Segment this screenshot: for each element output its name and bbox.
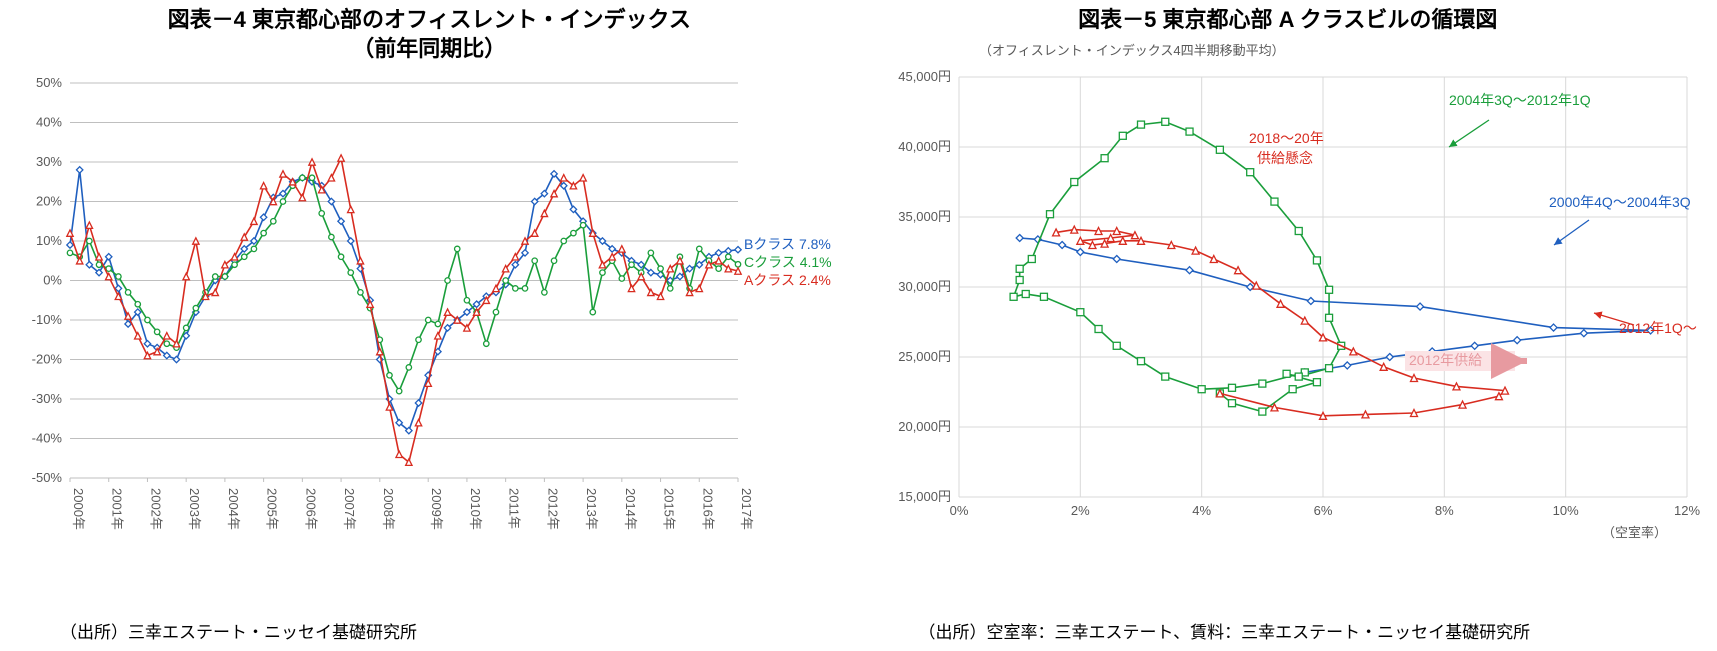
svg-text:2009年: 2009年 [429, 488, 444, 530]
right-chart: （オフィスレント・インデックス4四半期移動平均） 15,000円 20,000円 25… [859, 35, 1717, 555]
svg-text:2013年: 2013年 [584, 488, 599, 530]
svg-text:（オフィスレント・インデックス4四半期移動平均）: （オフィスレント・インデックス4四半期移動平均） [979, 43, 1285, 58]
svg-text:2012年: 2012年 [545, 488, 560, 530]
svg-text:2015年: 2015年 [662, 488, 677, 530]
svg-text:30%: 30% [36, 154, 62, 169]
svg-text:50%: 50% [36, 75, 62, 90]
svg-text:2005年: 2005年 [265, 488, 280, 530]
svg-text:2004年: 2004年 [226, 488, 241, 530]
svg-text:-30%: -30% [32, 391, 63, 406]
left-title-line1: 図表－4 東京都心部のオフィスレント・インデックス [168, 7, 691, 32]
svg-text:2%: 2% [1070, 503, 1089, 518]
svg-text:35,000円: 35,000円 [898, 209, 951, 224]
svg-text:2001年: 2001年 [110, 488, 125, 530]
svg-text:4%: 4% [1192, 503, 1211, 518]
svg-text:45,000円: 45,000円 [898, 69, 951, 84]
svg-text:20,000円: 20,000円 [898, 419, 951, 434]
svg-text:2014年: 2014年 [623, 488, 638, 530]
svg-text:0%: 0% [949, 503, 968, 518]
svg-text:Aクラス 2.4%: Aクラス 2.4% [744, 272, 831, 288]
svg-text:2002年: 2002年 [148, 488, 163, 530]
svg-text:12%: 12% [1673, 503, 1699, 518]
svg-text:2004年3Q～2012年1Q: 2004年3Q～2012年1Q [1449, 92, 1591, 108]
svg-text:2016年: 2016年 [700, 488, 715, 530]
svg-text:2010年: 2010年 [468, 488, 483, 530]
svg-text:2003年: 2003年 [187, 488, 202, 530]
svg-text:-40%: -40% [32, 431, 63, 446]
svg-text:15,000円: 15,000円 [898, 489, 951, 504]
left-title-line2: （前年同期比） [352, 36, 506, 61]
svg-text:20%: 20% [36, 194, 62, 209]
svg-text:2012年供給: 2012年供給 [1409, 352, 1482, 368]
svg-text:2000年4Q～2004年3Q: 2000年4Q～2004年3Q [1549, 194, 1691, 210]
svg-text:2000年: 2000年 [71, 488, 86, 530]
svg-text:10%: 10% [1552, 503, 1578, 518]
svg-text:2011年: 2011年 [507, 488, 522, 529]
svg-text:10%: 10% [36, 233, 62, 248]
right-title: 図表－5 東京都心部 A クラスビルの循環図 [859, 6, 1717, 35]
left-source: （出所）三幸エステート・ニッセイ基礎研究所 [60, 618, 417, 643]
svg-text:（空室率）: （空室率） [1601, 525, 1666, 540]
svg-text:2017年: 2017年 [739, 488, 754, 530]
svg-text:8%: 8% [1434, 503, 1453, 518]
svg-text:40,000円: 40,000円 [898, 139, 951, 154]
svg-text:0%: 0% [43, 273, 62, 288]
svg-text:-50%: -50% [32, 470, 63, 485]
svg-text:供給懸念: 供給懸念 [1257, 150, 1313, 166]
left-chart: -50% -40% -30% -20% -10% 0% 10% 20% 30% 40% 50% 200… [0, 63, 858, 563]
svg-text:6%: 6% [1313, 503, 1332, 518]
svg-text:2008年: 2008年 [381, 488, 396, 530]
right-source: （出所）空室率：三幸エステート、賃料：三幸エステート・ニッセイ基礎研究所 [919, 618, 1531, 643]
svg-text:40%: 40% [36, 115, 62, 130]
svg-text:-10%: -10% [32, 312, 63, 327]
svg-text:Cクラス 4.1%: Cクラス 4.1% [744, 254, 832, 270]
left-title: 図表－4 東京都心部のオフィスレント・インデックス （前年同期比） [0, 6, 859, 63]
left-panel: 図表－4 東京都心部のオフィスレント・インデックス （前年同期比） -50% -4… [0, 0, 859, 651]
svg-text:Bクラス 7.8%: Bクラス 7.8% [744, 236, 831, 252]
svg-text:-20%: -20% [32, 352, 63, 367]
svg-text:2018～20年: 2018～20年 [1249, 130, 1324, 146]
right-panel: 図表－5 東京都心部 A クラスビルの循環図 （オフィスレント・インデックス4四… [859, 0, 1717, 651]
svg-text:2007年: 2007年 [342, 488, 357, 530]
svg-text:30,000円: 30,000円 [898, 279, 951, 294]
svg-text:25,000円: 25,000円 [898, 349, 951, 364]
svg-text:2006年: 2006年 [303, 488, 318, 530]
svg-text:2012年1Q～: 2012年1Q～ [1619, 320, 1697, 336]
